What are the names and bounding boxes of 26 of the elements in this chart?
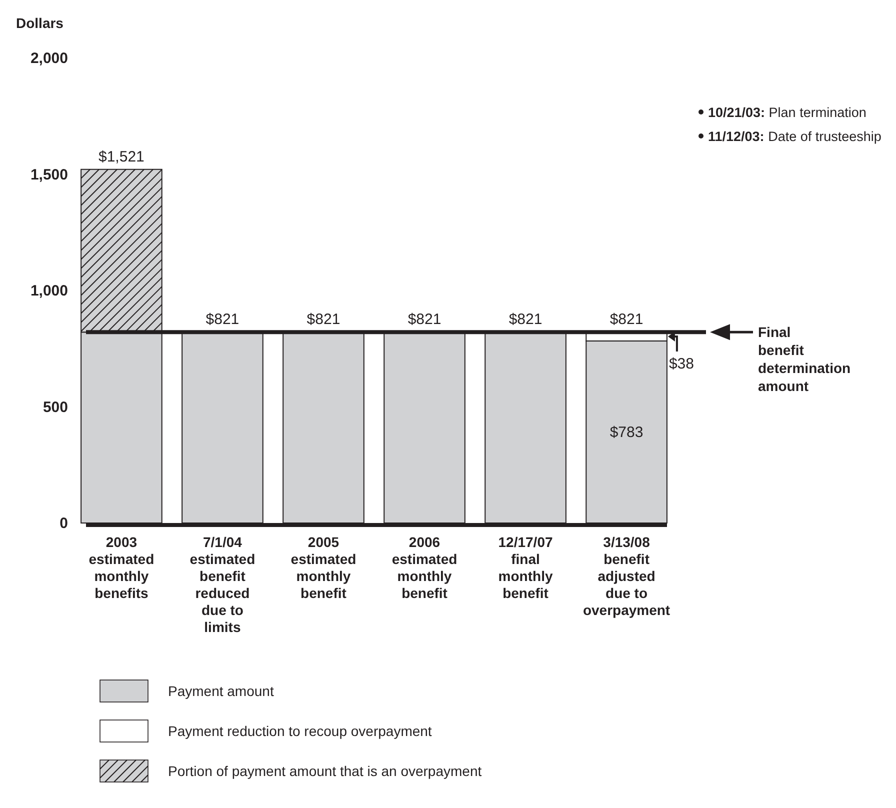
x-tick-label: 3/13/08 benefit adjusted due to overpayment xyxy=(582,534,670,618)
total-label: $821 xyxy=(206,311,240,328)
x-tick-label: 2005 estimated monthly benefit xyxy=(290,534,356,601)
total-label: $821 xyxy=(408,311,442,328)
y-tick-label: 2,000 xyxy=(30,50,68,67)
y-axis-title: Dollars xyxy=(16,15,64,31)
x-tick-label: 2003 estimated monthly benefits xyxy=(88,534,154,601)
x-tick-label: 2006 estimated monthly benefit xyxy=(392,534,458,601)
data-label: $783 xyxy=(610,424,644,441)
text: 11/12/03: Date of trusteeship xyxy=(708,129,882,144)
x-tick-label: 7/1/04 estimated benefit reduced due to limits xyxy=(190,534,256,635)
total-label: $821 xyxy=(610,311,644,328)
legend-label: Payment amount xyxy=(168,683,274,699)
y-tick-label: 500 xyxy=(42,398,68,416)
x-tick-label: 12/17/07 final monthly benefit xyxy=(498,534,553,601)
legend-label: Portion of payment amount that is an overpayment xyxy=(168,763,482,779)
total-label: $821 xyxy=(306,311,340,328)
text: 10/21/03: Plan termination xyxy=(708,105,866,120)
legend-label: Payment reduction to recoup overpayment xyxy=(168,723,432,739)
legend-label: Final benefit determination amount xyxy=(758,324,851,394)
data-label: $38 xyxy=(668,356,694,373)
y-tick-label: 1,500 xyxy=(30,166,68,184)
y-tick-label: 0 xyxy=(60,515,68,532)
total-label: $1,521 xyxy=(98,148,144,166)
y-tick-label: 1,000 xyxy=(30,282,68,300)
total-label: $821 xyxy=(508,311,542,328)
